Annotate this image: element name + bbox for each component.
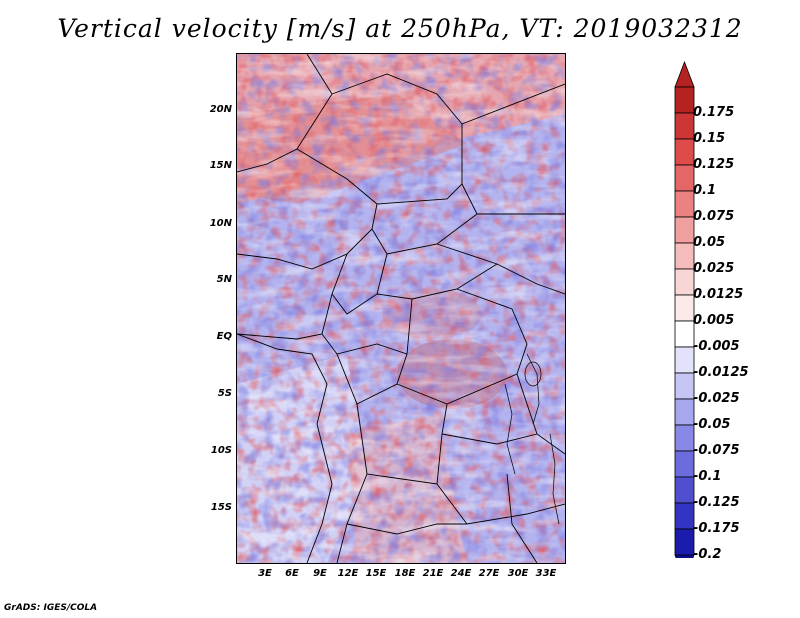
colorbar-swatch — [674, 112, 695, 140]
lat-label-10n: 10N — [209, 218, 232, 229]
lon-label-27e: 27E — [478, 568, 500, 579]
colorbar-swatch — [674, 190, 695, 218]
colorbar-swatch — [674, 268, 695, 296]
colorbar-label: 0.15 — [693, 131, 726, 146]
colorbar-min-arrow — [674, 554, 695, 558]
lon-label-15e: 15E — [365, 568, 387, 579]
colorbar-label: -0.005 — [693, 339, 740, 354]
colorbar-swatch — [674, 398, 695, 426]
colorbar-label: 0.005 — [693, 313, 735, 328]
colorbar-swatch — [674, 528, 695, 556]
colorbar-label: -0.2 — [693, 547, 722, 562]
velocity-field — [237, 54, 565, 563]
colorbar — [674, 60, 695, 558]
colorbar-label: -0.125 — [693, 495, 740, 510]
plot-title: Vertical velocity [m/s] at 250hPa, VT: 2… — [57, 14, 743, 43]
colorbar-max-arrow — [674, 60, 695, 88]
colorbar-label: 0.1 — [693, 183, 717, 198]
lat-label-20n: 20N — [209, 104, 232, 115]
country-boundaries — [237, 54, 565, 563]
colorbar-label: -0.05 — [693, 417, 731, 432]
lat-label-15n: 15N — [209, 160, 232, 171]
lon-label-9e: 9E — [313, 568, 327, 579]
colorbar-label: -0.1 — [693, 469, 722, 484]
lat-label-10s: 10S — [210, 445, 232, 456]
colorbar-label: 0.075 — [693, 209, 735, 224]
lon-label-6e: 6E — [285, 568, 299, 579]
colorbar-label: 0.05 — [693, 235, 726, 250]
lon-label-30e: 30E — [507, 568, 529, 579]
lon-label-12e: 12E — [337, 568, 359, 579]
lon-label-18e: 18E — [394, 568, 416, 579]
colorbar-label: 0.175 — [693, 105, 735, 120]
colorbar-label: 0.0125 — [693, 287, 744, 302]
colorbar-swatch — [674, 450, 695, 478]
lat-label-5s: 5S — [217, 388, 232, 399]
map-panel — [236, 53, 566, 564]
lon-label-24e: 24E — [450, 568, 472, 579]
colorbar-swatch — [674, 372, 695, 400]
footer-credit: GrADS: IGES/COLA — [4, 603, 98, 613]
colorbar-label: -0.075 — [693, 443, 740, 458]
colorbar-label: -0.0125 — [693, 365, 749, 380]
colorbar-swatch — [674, 242, 695, 270]
lat-label-15s: 15S — [210, 502, 232, 513]
colorbar-label: -0.025 — [693, 391, 740, 406]
colorbar-swatch — [674, 424, 695, 452]
colorbar-label: 0.025 — [693, 261, 735, 276]
lon-label-21e: 21E — [422, 568, 444, 579]
colorbar-swatch — [674, 346, 695, 374]
lat-label-eq: EQ — [216, 331, 232, 342]
colorbar-swatch — [674, 164, 695, 192]
lon-label-3e: 3E — [258, 568, 272, 579]
colorbar-swatch — [674, 216, 695, 244]
lon-label-33e: 33E — [535, 568, 557, 579]
colorbar-label: -0.175 — [693, 521, 740, 536]
lat-label-5n: 5N — [216, 274, 232, 285]
colorbar-swatch — [674, 476, 695, 504]
colorbar-swatch — [674, 320, 695, 348]
colorbar-swatch — [674, 502, 695, 530]
colorbar-label: 0.125 — [693, 157, 735, 172]
colorbar-swatch — [674, 138, 695, 166]
colorbar-swatch — [674, 86, 695, 114]
colorbar-swatch — [674, 294, 695, 322]
